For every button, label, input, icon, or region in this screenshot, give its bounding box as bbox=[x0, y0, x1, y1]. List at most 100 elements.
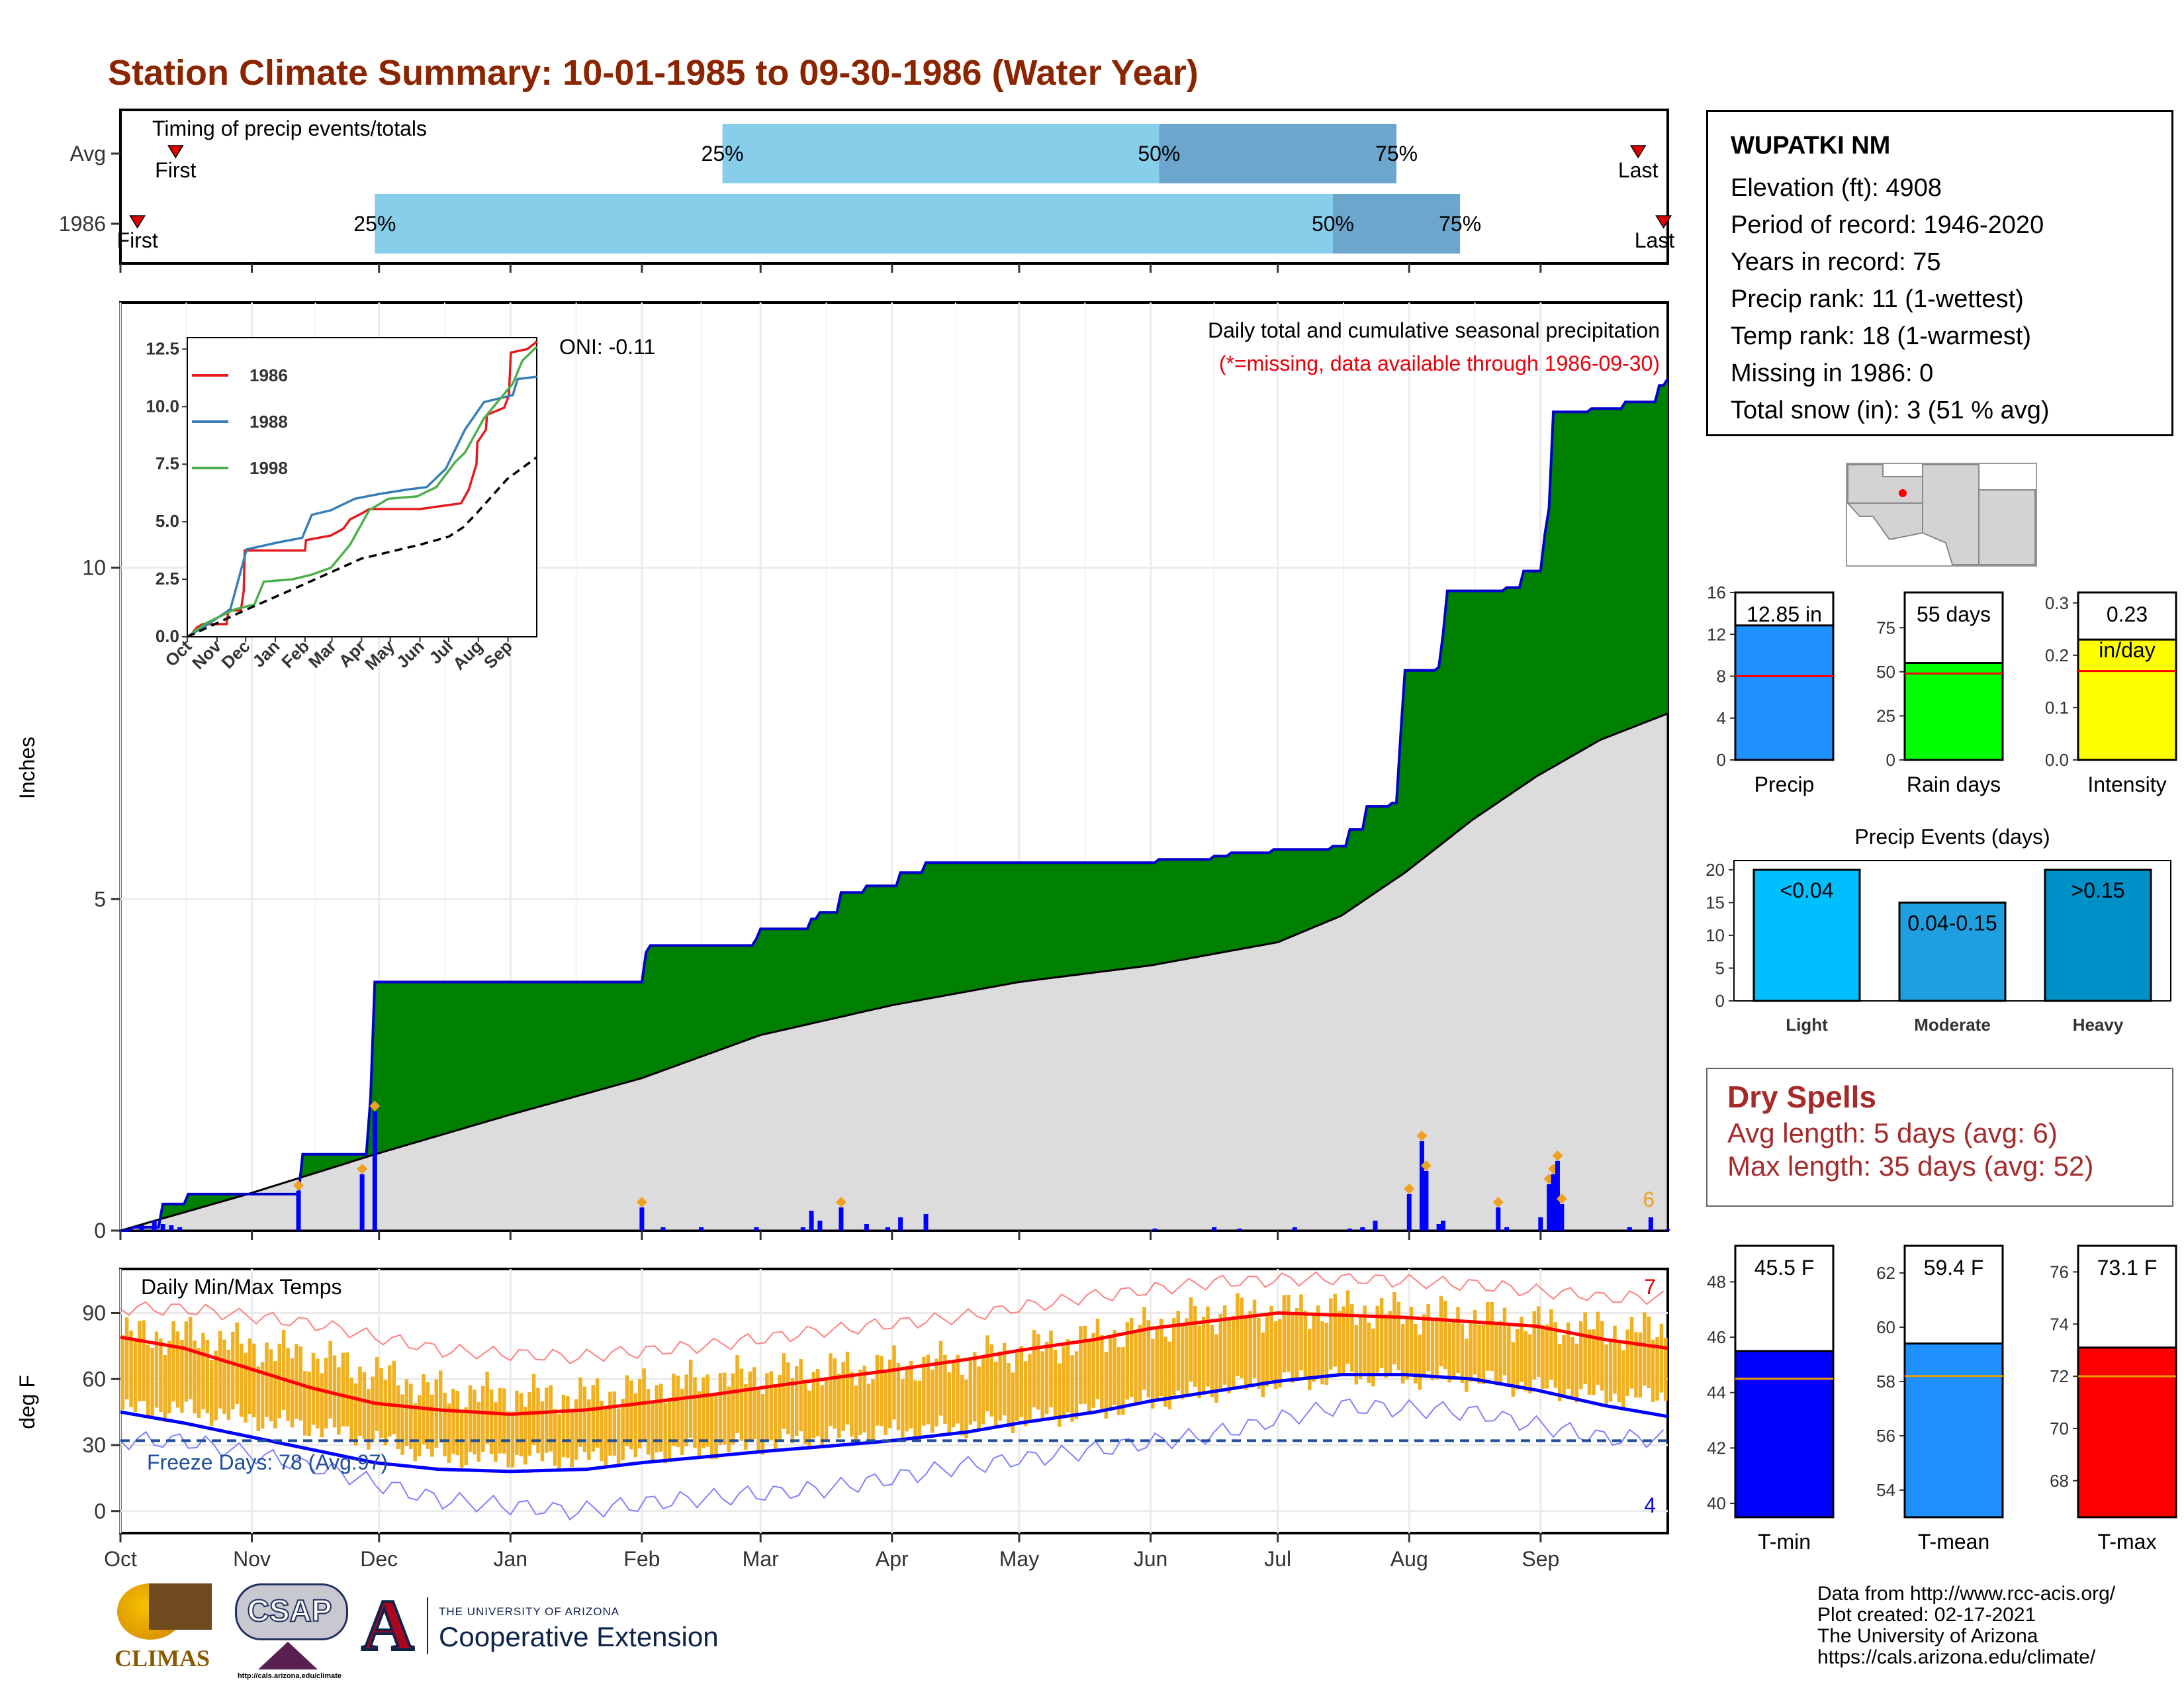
average-min-line bbox=[120, 1373, 1668, 1474]
heavy-event-marker bbox=[1420, 1160, 1432, 1171]
events-bar bbox=[1898, 902, 2007, 1002]
daily-precip-bar bbox=[1665, 1229, 1670, 1231]
daily-precip-bar bbox=[359, 1174, 365, 1231]
temp-daily-bar bbox=[1278, 1319, 1282, 1387]
credit-line: Plot created: 02-17-2021 bbox=[1817, 1604, 2036, 1626]
month-label: Jan bbox=[494, 1547, 528, 1571]
events-category-label: Moderate bbox=[1914, 1015, 1991, 1035]
temp-daily-bar bbox=[531, 1374, 536, 1445]
temp-daily-bar bbox=[1138, 1325, 1142, 1401]
station-name: WUPATKI NM bbox=[1731, 132, 1891, 160]
inset-legend-label: 1988 bbox=[250, 412, 288, 432]
temp-daily-bar bbox=[1329, 1298, 1333, 1370]
temp-daily-bar bbox=[286, 1348, 290, 1421]
temp-daily-bar bbox=[1469, 1321, 1473, 1382]
timing-q25-label: 25% bbox=[353, 212, 396, 236]
credit-line: The University of Arizona bbox=[1817, 1625, 2038, 1647]
temp-daily-bar bbox=[1414, 1324, 1418, 1383]
temp-daily-bar bbox=[773, 1385, 778, 1450]
temp-daily-bar bbox=[1511, 1342, 1515, 1397]
mini-bar-xlabel: Intensity bbox=[2087, 773, 2166, 796]
temp-daily-bar bbox=[824, 1377, 829, 1440]
precip-ytick-label: 0 bbox=[94, 1219, 106, 1243]
daily-precip-bar bbox=[1441, 1220, 1446, 1231]
ua-large-text: Cooperative Extension bbox=[439, 1621, 719, 1652]
temp-daily-bar bbox=[1515, 1329, 1520, 1389]
temp-daily-bar bbox=[1532, 1311, 1537, 1380]
temp-ytick-label: 30 bbox=[82, 1433, 106, 1457]
daily-precip-bar bbox=[169, 1225, 174, 1231]
temp-daily-bar bbox=[1074, 1351, 1079, 1420]
mini-ytick-label: 68 bbox=[2050, 1471, 2069, 1491]
temp-daily-bar bbox=[1379, 1297, 1384, 1368]
temp-daily-bar bbox=[1095, 1319, 1100, 1399]
freeze-days-label: Freeze Days: 78 (Avg:97) bbox=[147, 1450, 388, 1474]
month-label: Aug bbox=[1390, 1547, 1428, 1571]
temp-daily-bar bbox=[799, 1359, 803, 1432]
temp-daily-bar bbox=[913, 1380, 917, 1440]
temp-daily-bar bbox=[214, 1350, 218, 1421]
timing-bar-q25-q50 bbox=[722, 124, 1160, 183]
station-marker bbox=[1899, 489, 1907, 497]
temp-daily-bar bbox=[252, 1343, 256, 1418]
temp-daily-bar bbox=[367, 1389, 371, 1450]
temp-daily-bar bbox=[672, 1374, 676, 1446]
temp-daily-bar bbox=[765, 1373, 769, 1442]
temp-daily-bar bbox=[1113, 1330, 1116, 1405]
temp-daily-bar bbox=[642, 1368, 646, 1442]
temp-daily-bar bbox=[1116, 1346, 1121, 1415]
temp-daily-bar bbox=[1375, 1305, 1380, 1373]
mini-ytick-label: 44 bbox=[1707, 1383, 1726, 1403]
temp-daily-bar bbox=[582, 1386, 587, 1452]
temp-daily-bar bbox=[341, 1352, 345, 1427]
inset-legend-label: 1986 bbox=[250, 365, 288, 385]
mini-ytick-label: 25 bbox=[1876, 706, 1895, 726]
temp-daily-bar bbox=[1100, 1335, 1104, 1409]
credits-block: Data from http://www.rcc-acis.org/ Plot … bbox=[1817, 1583, 2115, 1668]
daily-precip-bar bbox=[809, 1210, 814, 1231]
temp-daily-bar bbox=[1312, 1315, 1316, 1382]
temp-daily-bar bbox=[977, 1366, 981, 1430]
temp-daily-bar bbox=[621, 1399, 625, 1460]
temp-daily-bar bbox=[413, 1403, 417, 1462]
temp-daily-bar bbox=[604, 1409, 608, 1467]
mini-bar-value bbox=[1903, 1342, 2004, 1519]
temp-daily-bar bbox=[184, 1321, 189, 1402]
temp-daily-bar bbox=[880, 1356, 884, 1427]
temp-daily-bar bbox=[1151, 1338, 1155, 1409]
daily-precip-bar bbox=[1551, 1174, 1556, 1231]
temp-daily-bar bbox=[1079, 1326, 1083, 1405]
temp-daily-bar bbox=[1384, 1314, 1388, 1378]
temp-daily-bar bbox=[1028, 1354, 1032, 1422]
climas-logo: CLIMAS bbox=[109, 1583, 215, 1676]
station-line: Period of record: 1946-2020 bbox=[1731, 211, 2044, 239]
mini-bar-xlabel: Rain days bbox=[1907, 773, 2001, 796]
daily-precip-bar bbox=[1292, 1227, 1297, 1231]
events-ytick-label: 0 bbox=[1715, 991, 1725, 1011]
temp-daily-bar bbox=[1040, 1351, 1044, 1421]
temp-daily-bar bbox=[591, 1385, 596, 1452]
temp-daily-bar bbox=[1553, 1322, 1558, 1388]
temp-daily-bar bbox=[1566, 1322, 1570, 1389]
daily-precip-bar bbox=[1627, 1227, 1632, 1231]
month-label: Dec bbox=[360, 1547, 398, 1571]
station-line: Precip rank: 11 (1-wettest) bbox=[1731, 285, 2024, 313]
temp-daily-bar bbox=[1583, 1312, 1587, 1384]
heavy-event-marker bbox=[369, 1100, 381, 1111]
temp-daily-bar bbox=[1549, 1309, 1553, 1380]
timing-q50-label: 50% bbox=[1312, 212, 1354, 236]
temp-daily-bar bbox=[464, 1407, 468, 1466]
csap-logo: CSAP http://cals.arizona.edu/climate bbox=[232, 1583, 348, 1683]
temp-daily-bar bbox=[803, 1381, 807, 1444]
month-label: Sep bbox=[1522, 1547, 1559, 1571]
temp-daily-bar bbox=[120, 1335, 124, 1410]
temp-daily-bar bbox=[1596, 1311, 1600, 1385]
temp-daily-bar bbox=[371, 1376, 375, 1443]
mini-bar-value-label: 59.4 F bbox=[1924, 1256, 1984, 1280]
temp-daily-bar bbox=[1104, 1352, 1109, 1419]
temp-daily-bar bbox=[218, 1331, 222, 1409]
daily-precip-bar bbox=[1648, 1217, 1653, 1231]
dry-spells-box: Dry Spells Avg length: 5 days (avg: 6) M… bbox=[1706, 1068, 2173, 1207]
precip-ytick-label: 5 bbox=[94, 887, 106, 911]
timing-q25-label: 25% bbox=[702, 142, 744, 165]
